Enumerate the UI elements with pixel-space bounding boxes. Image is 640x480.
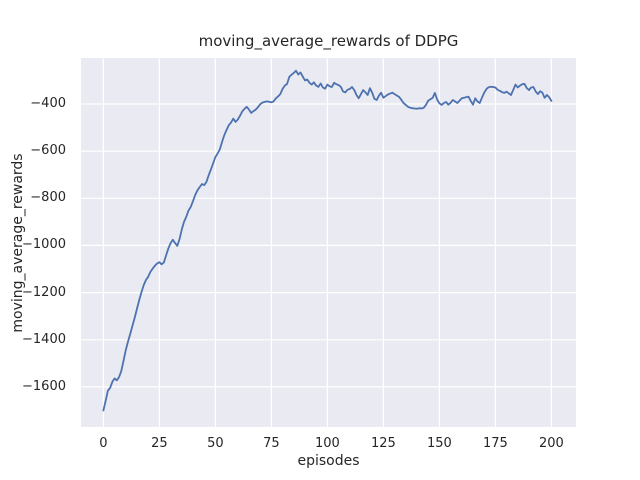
y-tick-label: −600 xyxy=(30,143,66,159)
x-tick-label: 200 xyxy=(538,436,564,451)
x-tick-label: 175 xyxy=(482,436,508,451)
x-tick-label: 150 xyxy=(426,436,452,451)
plot-area xyxy=(81,58,576,427)
chart-title: moving_average_rewards of DDPG xyxy=(198,32,459,50)
x-tick-label: 0 xyxy=(99,436,108,451)
x-tick-label: 50 xyxy=(207,436,224,451)
x-tick-label: 100 xyxy=(314,436,340,451)
reward-line xyxy=(102,69,553,412)
y-tick-label: −800 xyxy=(30,190,66,206)
y-tick-label: −400 xyxy=(30,95,66,111)
x-tick-label: 25 xyxy=(151,436,168,451)
y-axis-label: moving_average_rewards xyxy=(10,153,26,333)
plot-background xyxy=(81,58,576,427)
y-tick-label: −1400 xyxy=(22,331,66,347)
y-tick-label: −1200 xyxy=(22,284,66,300)
x-tick-label: 125 xyxy=(370,436,396,451)
x-tick-label: 75 xyxy=(263,436,280,451)
y-tick-label: −1600 xyxy=(22,378,66,394)
x-axis-label: episodes xyxy=(297,453,360,469)
y-tick-label: −1000 xyxy=(22,237,66,253)
